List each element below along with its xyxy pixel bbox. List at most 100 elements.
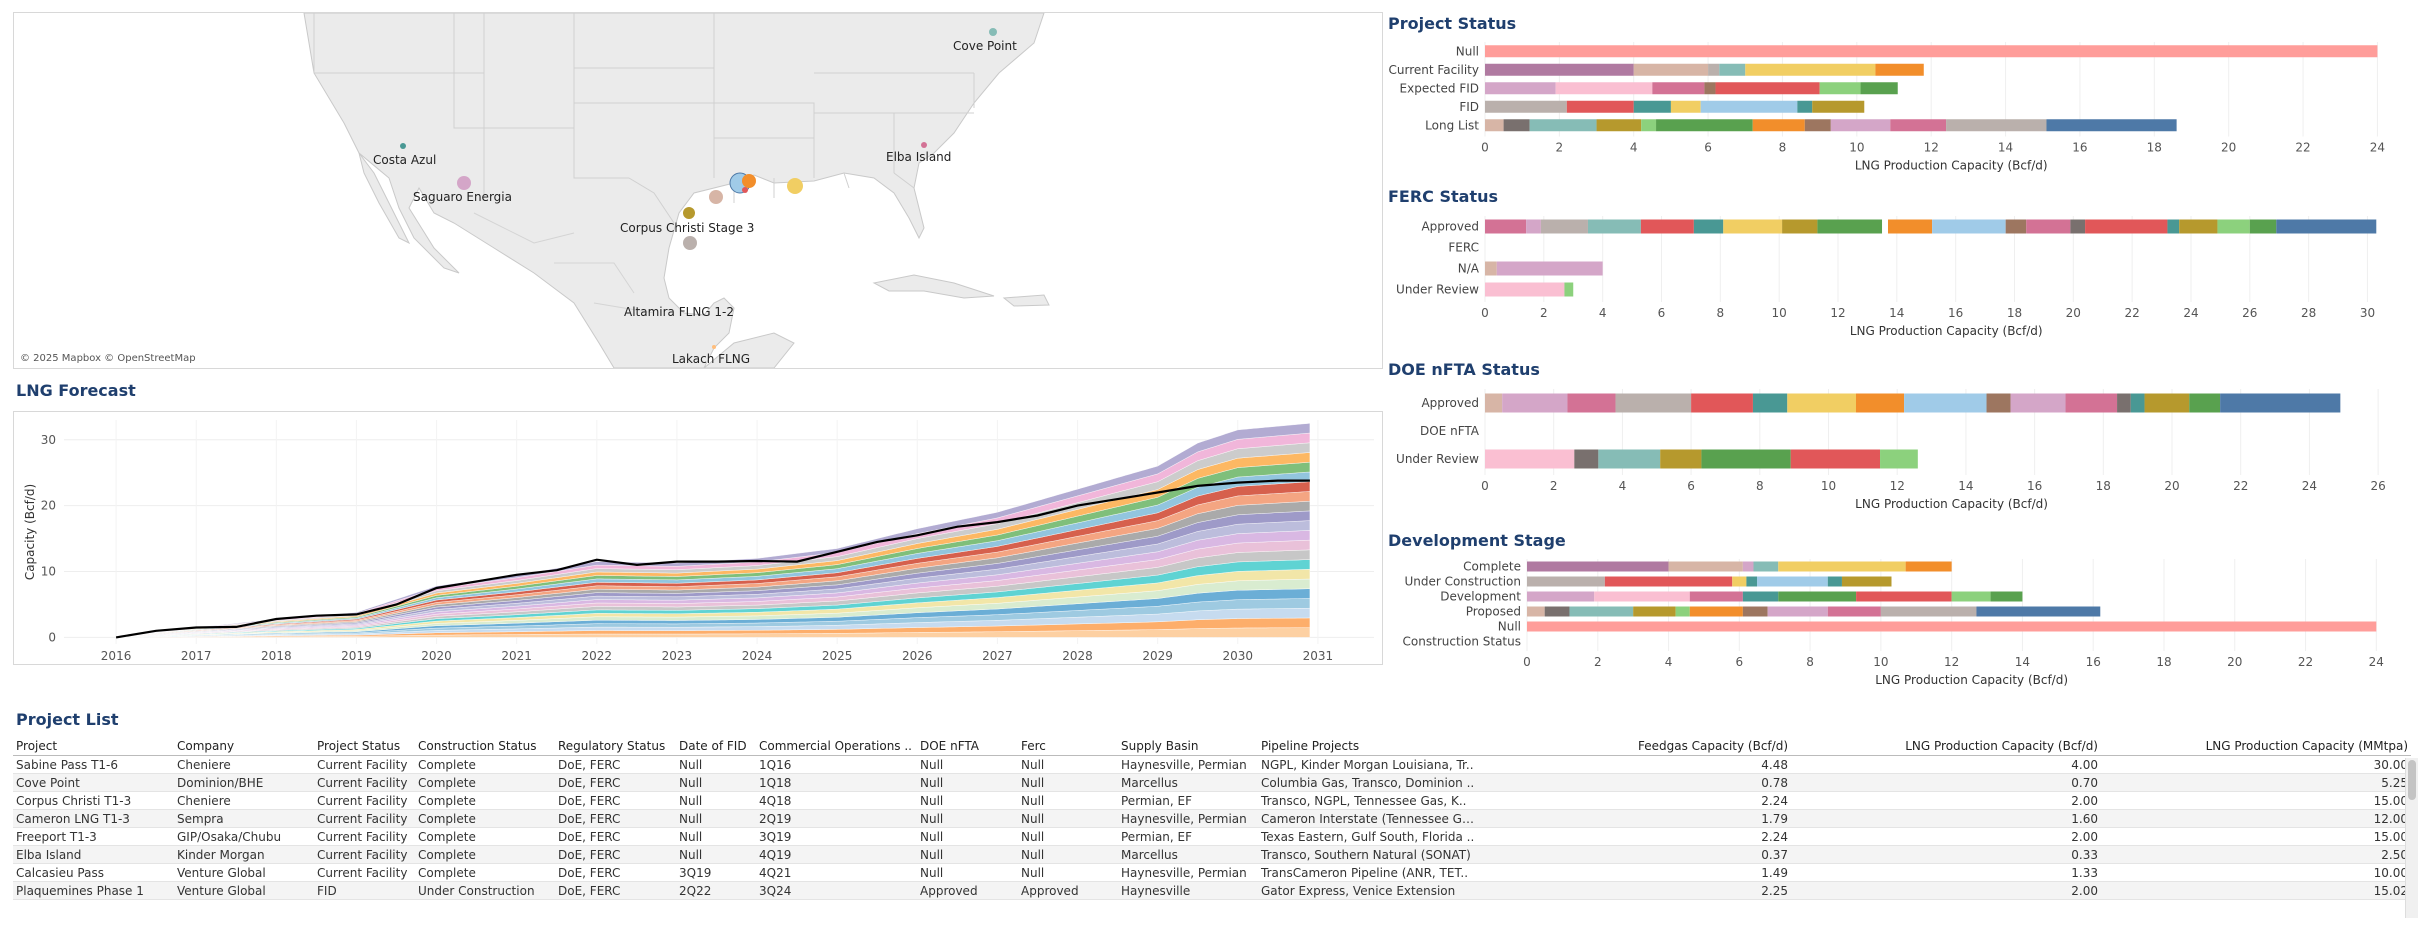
bar-segment[interactable]: [1932, 219, 2006, 234]
bar-segment[interactable]: [1689, 591, 1743, 602]
bar-segment[interactable]: [1732, 576, 1747, 587]
bar-segment[interactable]: [1485, 261, 1497, 276]
column-header[interactable]: Company: [174, 737, 314, 756]
bar-segment[interactable]: [1753, 561, 1779, 572]
map-marker[interactable]: [683, 207, 695, 219]
bar-segment[interactable]: [2220, 393, 2341, 413]
table-row[interactable]: Plaquemines Phase 1 Venture Global FID Unde…: [13, 881, 2411, 900]
bar-segment[interactable]: [1641, 119, 1657, 132]
bar-segment[interactable]: [1905, 561, 1952, 572]
bar-segment[interactable]: [1693, 219, 1724, 234]
bar-segment[interactable]: [1778, 561, 1906, 572]
bar-segment[interactable]: [1689, 606, 1743, 617]
bar-segment[interactable]: [1797, 100, 1813, 113]
bar-segment[interactable]: [2217, 219, 2250, 234]
column-header[interactable]: DOE nFTA: [917, 737, 1018, 756]
column-header[interactable]: Regulatory Status: [555, 737, 676, 756]
table-scrollbar-thumb[interactable]: [2408, 760, 2416, 800]
bar-segment[interactable]: [1757, 576, 1828, 587]
bar-segment[interactable]: [2144, 393, 2190, 413]
column-header[interactable]: Ferc: [1018, 737, 1118, 756]
bar-segment[interactable]: [1527, 576, 1605, 587]
bar-segment[interactable]: [1598, 449, 1661, 469]
bar-segment[interactable]: [2167, 219, 2180, 234]
forecast-total-line[interactable]: [115, 479, 1310, 639]
bar-segment[interactable]: [1708, 63, 1720, 76]
table-scrollbar[interactable]: [2405, 758, 2418, 918]
bar-segment[interactable]: [1615, 393, 1692, 413]
map-marker[interactable]: [921, 142, 927, 148]
bar-segment[interactable]: [1782, 219, 1818, 234]
map-marker[interactable]: [712, 345, 716, 349]
bar-segment[interactable]: [1691, 393, 1753, 413]
table-row[interactable]: Sabine Pass T1-6 Cheniere Current Facility…: [13, 755, 2411, 774]
bar-segment[interactable]: [1604, 576, 1733, 587]
bar-segment[interactable]: [1485, 393, 1503, 413]
bar-segment[interactable]: [1951, 591, 1991, 602]
bar-segment[interactable]: [2249, 219, 2277, 234]
bar-segment[interactable]: [1555, 82, 1653, 95]
column-header[interactable]: Supply Basin: [1118, 737, 1258, 756]
bar-segment[interactable]: [1880, 606, 1977, 617]
bar-segment[interactable]: [1719, 63, 1746, 76]
bar-segment[interactable]: [1527, 561, 1669, 572]
bar-segment[interactable]: [1752, 393, 1788, 413]
column-header[interactable]: Construction Status: [415, 737, 555, 756]
bar-segment[interactable]: [1827, 576, 1842, 587]
bar-segment[interactable]: [1700, 100, 1798, 113]
lng-forecast-chart[interactable]: 0 10 20 30 2016 2017 2018 2019 2020 2021 2022 2023 2…: [13, 411, 1383, 665]
bar-segment[interactable]: [1640, 219, 1694, 234]
bar-segment[interactable]: [1574, 449, 1599, 469]
column-header[interactable]: Project: [13, 737, 174, 756]
bar-segment[interactable]: [1715, 82, 1820, 95]
bar-segment[interactable]: [1668, 561, 1743, 572]
table-row[interactable]: Cove Point Dominion/BHE Current Facility Co…: [13, 773, 2411, 792]
bar-segment[interactable]: [1827, 606, 1881, 617]
bar-segment[interactable]: [1675, 606, 1690, 617]
bar-segment[interactable]: [1485, 449, 1575, 469]
bar-segment[interactable]: [1569, 606, 1634, 617]
table-row[interactable]: Freeport T1-3 GIP/Osaka/Chubu Current Faci…: [13, 827, 2411, 846]
bar-segment[interactable]: [1880, 449, 1918, 469]
bar-segment[interactable]: [1633, 606, 1676, 617]
bar-segment[interactable]: [2085, 219, 2168, 234]
bar-segment[interactable]: [1485, 219, 1527, 234]
bar-segment[interactable]: [1986, 393, 2011, 413]
bar-segment[interactable]: [1527, 621, 2377, 632]
bar-segment[interactable]: [1587, 219, 1641, 234]
bar-segment[interactable]: [1817, 219, 1883, 234]
bar-segment[interactable]: [1656, 119, 1753, 132]
bar-segment[interactable]: [1890, 119, 1947, 132]
column-header[interactable]: Date of FID: [676, 737, 756, 756]
bar-segment[interactable]: [1567, 393, 1616, 413]
column-header[interactable]: LNG Production Capacity (Bcf/d): [1791, 737, 2101, 756]
bar-segment[interactable]: [1830, 119, 1891, 132]
bar-segment[interactable]: [1790, 449, 1881, 469]
bar-segment[interactable]: [1485, 63, 1634, 76]
map-marker[interactable]: [457, 176, 471, 190]
table-row[interactable]: Elba Island Kinder Morgan Current Facility…: [13, 845, 2411, 864]
bar-segment[interactable]: [1875, 63, 1924, 76]
bar-segment[interactable]: [1819, 82, 1861, 95]
bar-segment[interactable]: [1660, 449, 1702, 469]
bar-segment[interactable]: [1767, 606, 1828, 617]
map-marker[interactable]: [742, 174, 756, 188]
bar-segment[interactable]: [1633, 100, 1671, 113]
bar-segment[interactable]: [1596, 119, 1642, 132]
bar-segment[interactable]: [1990, 591, 2023, 602]
bar-segment[interactable]: [1742, 591, 1779, 602]
bar-segment[interactable]: [1503, 119, 1530, 132]
bar-segment[interactable]: [1485, 45, 2378, 58]
bar-segment[interactable]: [2070, 219, 2086, 234]
bar-segment[interactable]: [1856, 591, 1952, 602]
bar-segment[interactable]: [1742, 606, 1768, 617]
bar-segment[interactable]: [1544, 606, 1570, 617]
bar-segment[interactable]: [1485, 119, 1504, 132]
bar-segment[interactable]: [1485, 82, 1556, 95]
project-list-table[interactable]: Project Company Project Status Construction…: [13, 737, 2411, 900]
column-header[interactable]: LNG Production Capacity (MMtpa): [2101, 737, 2411, 756]
map-marker[interactable]: [683, 236, 697, 250]
